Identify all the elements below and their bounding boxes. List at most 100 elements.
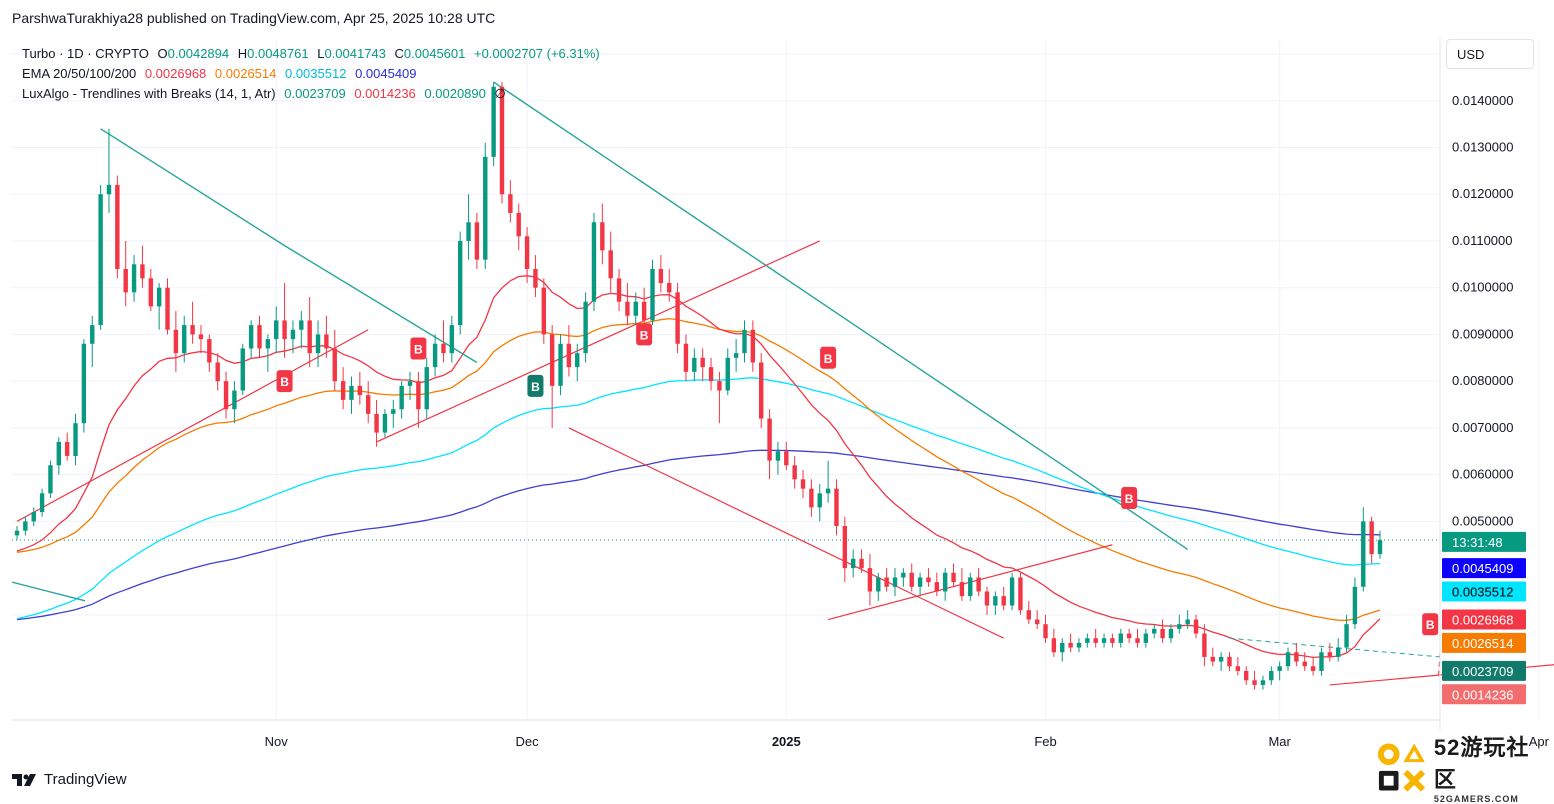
candle-body xyxy=(1034,619,1040,625)
ema50-value: 0.0026514 xyxy=(214,66,277,81)
candle-body xyxy=(926,577,931,583)
candle-body xyxy=(148,278,153,307)
ema-label[interactable]: EMA 20/50/100/200 xyxy=(22,66,137,81)
break-marker-label: B xyxy=(1426,618,1435,632)
candle-body xyxy=(1210,656,1215,662)
footer-brand: TradingView xyxy=(44,771,127,788)
candle-body xyxy=(315,334,321,354)
candle-body xyxy=(290,329,296,340)
low-value: 0.0041743 xyxy=(324,46,386,61)
candle-body xyxy=(984,591,990,606)
ema20-line xyxy=(16,275,1381,659)
candle-body xyxy=(667,283,672,293)
price-badge-label: 0.0026514 xyxy=(1452,636,1513,651)
candle-body xyxy=(499,86,505,195)
luxalgo-label[interactable]: LuxAlgo - Trendlines with Breaks (14, 1,… xyxy=(22,86,276,101)
candle-body xyxy=(73,423,78,456)
ema50-line xyxy=(16,317,1381,621)
candle-body xyxy=(382,413,388,433)
candle-body xyxy=(240,348,245,391)
candle-body xyxy=(533,269,538,288)
candle-body xyxy=(207,339,212,363)
candle-body xyxy=(725,357,730,391)
y-tick-label: 0.0060000 xyxy=(1452,467,1513,482)
candle-body xyxy=(441,343,446,354)
candle-body xyxy=(131,264,137,293)
candle-body xyxy=(641,301,647,321)
candle-body xyxy=(1202,633,1207,657)
candle-body xyxy=(876,577,881,592)
break-marker-bg xyxy=(636,323,653,346)
candle-body xyxy=(223,381,229,410)
candle-body xyxy=(717,381,722,391)
candle-body xyxy=(968,577,973,597)
candle-body xyxy=(457,240,463,326)
high-label: H xyxy=(237,46,248,61)
candle-body xyxy=(1160,628,1165,639)
price-badge-label: 0.0026968 xyxy=(1452,613,1513,628)
ema-lines xyxy=(16,275,1381,659)
candle-body xyxy=(466,222,471,241)
candle-body xyxy=(1001,596,1006,606)
candle-body xyxy=(566,343,572,368)
candle-body xyxy=(215,362,220,382)
candle-body xyxy=(508,194,513,213)
candle-body xyxy=(432,343,438,368)
candle-body xyxy=(165,287,170,330)
candle-body xyxy=(625,301,630,316)
watermark-text: 52游玩社区 52GAMERS.COM xyxy=(1434,730,1550,804)
candle-body xyxy=(1244,670,1249,681)
price-badge-label: 0.0035512 xyxy=(1452,584,1513,599)
candle-body xyxy=(1018,577,1023,611)
candle-body xyxy=(299,320,304,330)
candle-body xyxy=(1168,628,1174,639)
candle-body xyxy=(516,212,521,237)
trendline-down xyxy=(100,128,285,247)
x-tick-label: 2025 xyxy=(772,734,801,749)
candle-body xyxy=(1252,680,1257,685)
candle-body xyxy=(1369,521,1374,555)
break-marker-bg xyxy=(527,374,544,397)
candle-body xyxy=(173,329,179,354)
candle-body xyxy=(123,269,128,293)
break-marker-bg xyxy=(1121,487,1138,510)
ema-legend-line: EMA 20/50/100/200 0.0026968 0.0026514 0.… xyxy=(22,64,605,84)
close-value: 0.0045601 xyxy=(403,46,466,61)
open-field: O0.0042894 xyxy=(158,46,230,61)
candle-body xyxy=(56,441,62,466)
watermark-url: 52GAMERS.COM xyxy=(1433,794,1519,804)
ema200-value: 0.0045409 xyxy=(355,66,417,81)
candle-body xyxy=(842,526,848,569)
break-marker-bg xyxy=(1422,613,1439,636)
currency-button[interactable]: USD xyxy=(1446,39,1534,69)
candle-body xyxy=(616,278,622,302)
lux-value-1: 0.0023709 xyxy=(284,86,346,101)
gamers-logo-icon xyxy=(1377,743,1426,792)
candle-body xyxy=(449,325,455,354)
candle-body xyxy=(959,582,965,597)
candle-body xyxy=(809,488,814,508)
lux-value-3: 0.0020890 xyxy=(424,86,486,101)
candle-body xyxy=(474,222,480,260)
candle-body xyxy=(416,381,421,410)
candle-body xyxy=(658,269,664,284)
tradingview-logo[interactable]: TradingView xyxy=(12,771,127,788)
price-badge xyxy=(1442,558,1526,579)
null-icon: ∅ xyxy=(494,86,506,101)
y-tick-label: 0.0090000 xyxy=(1452,326,1513,341)
watermark-title: 52游玩社区 xyxy=(1433,735,1530,792)
break-markers: BBBBBBBB xyxy=(276,323,1439,636)
candle-body xyxy=(1352,586,1358,625)
candle-body xyxy=(859,558,864,569)
watermark: 52游玩社区 52GAMERS.COM xyxy=(1375,735,1550,804)
trendline-up xyxy=(568,427,1004,639)
candle-body xyxy=(792,465,797,480)
trendline-up xyxy=(376,240,820,443)
candle-body xyxy=(1227,656,1232,667)
symbol-label[interactable]: Turbo · 1D · CRYPTO xyxy=(22,46,149,61)
candle-body xyxy=(600,222,605,251)
candles xyxy=(14,82,1383,690)
price-badge xyxy=(1442,609,1526,630)
candle-body xyxy=(775,451,781,461)
